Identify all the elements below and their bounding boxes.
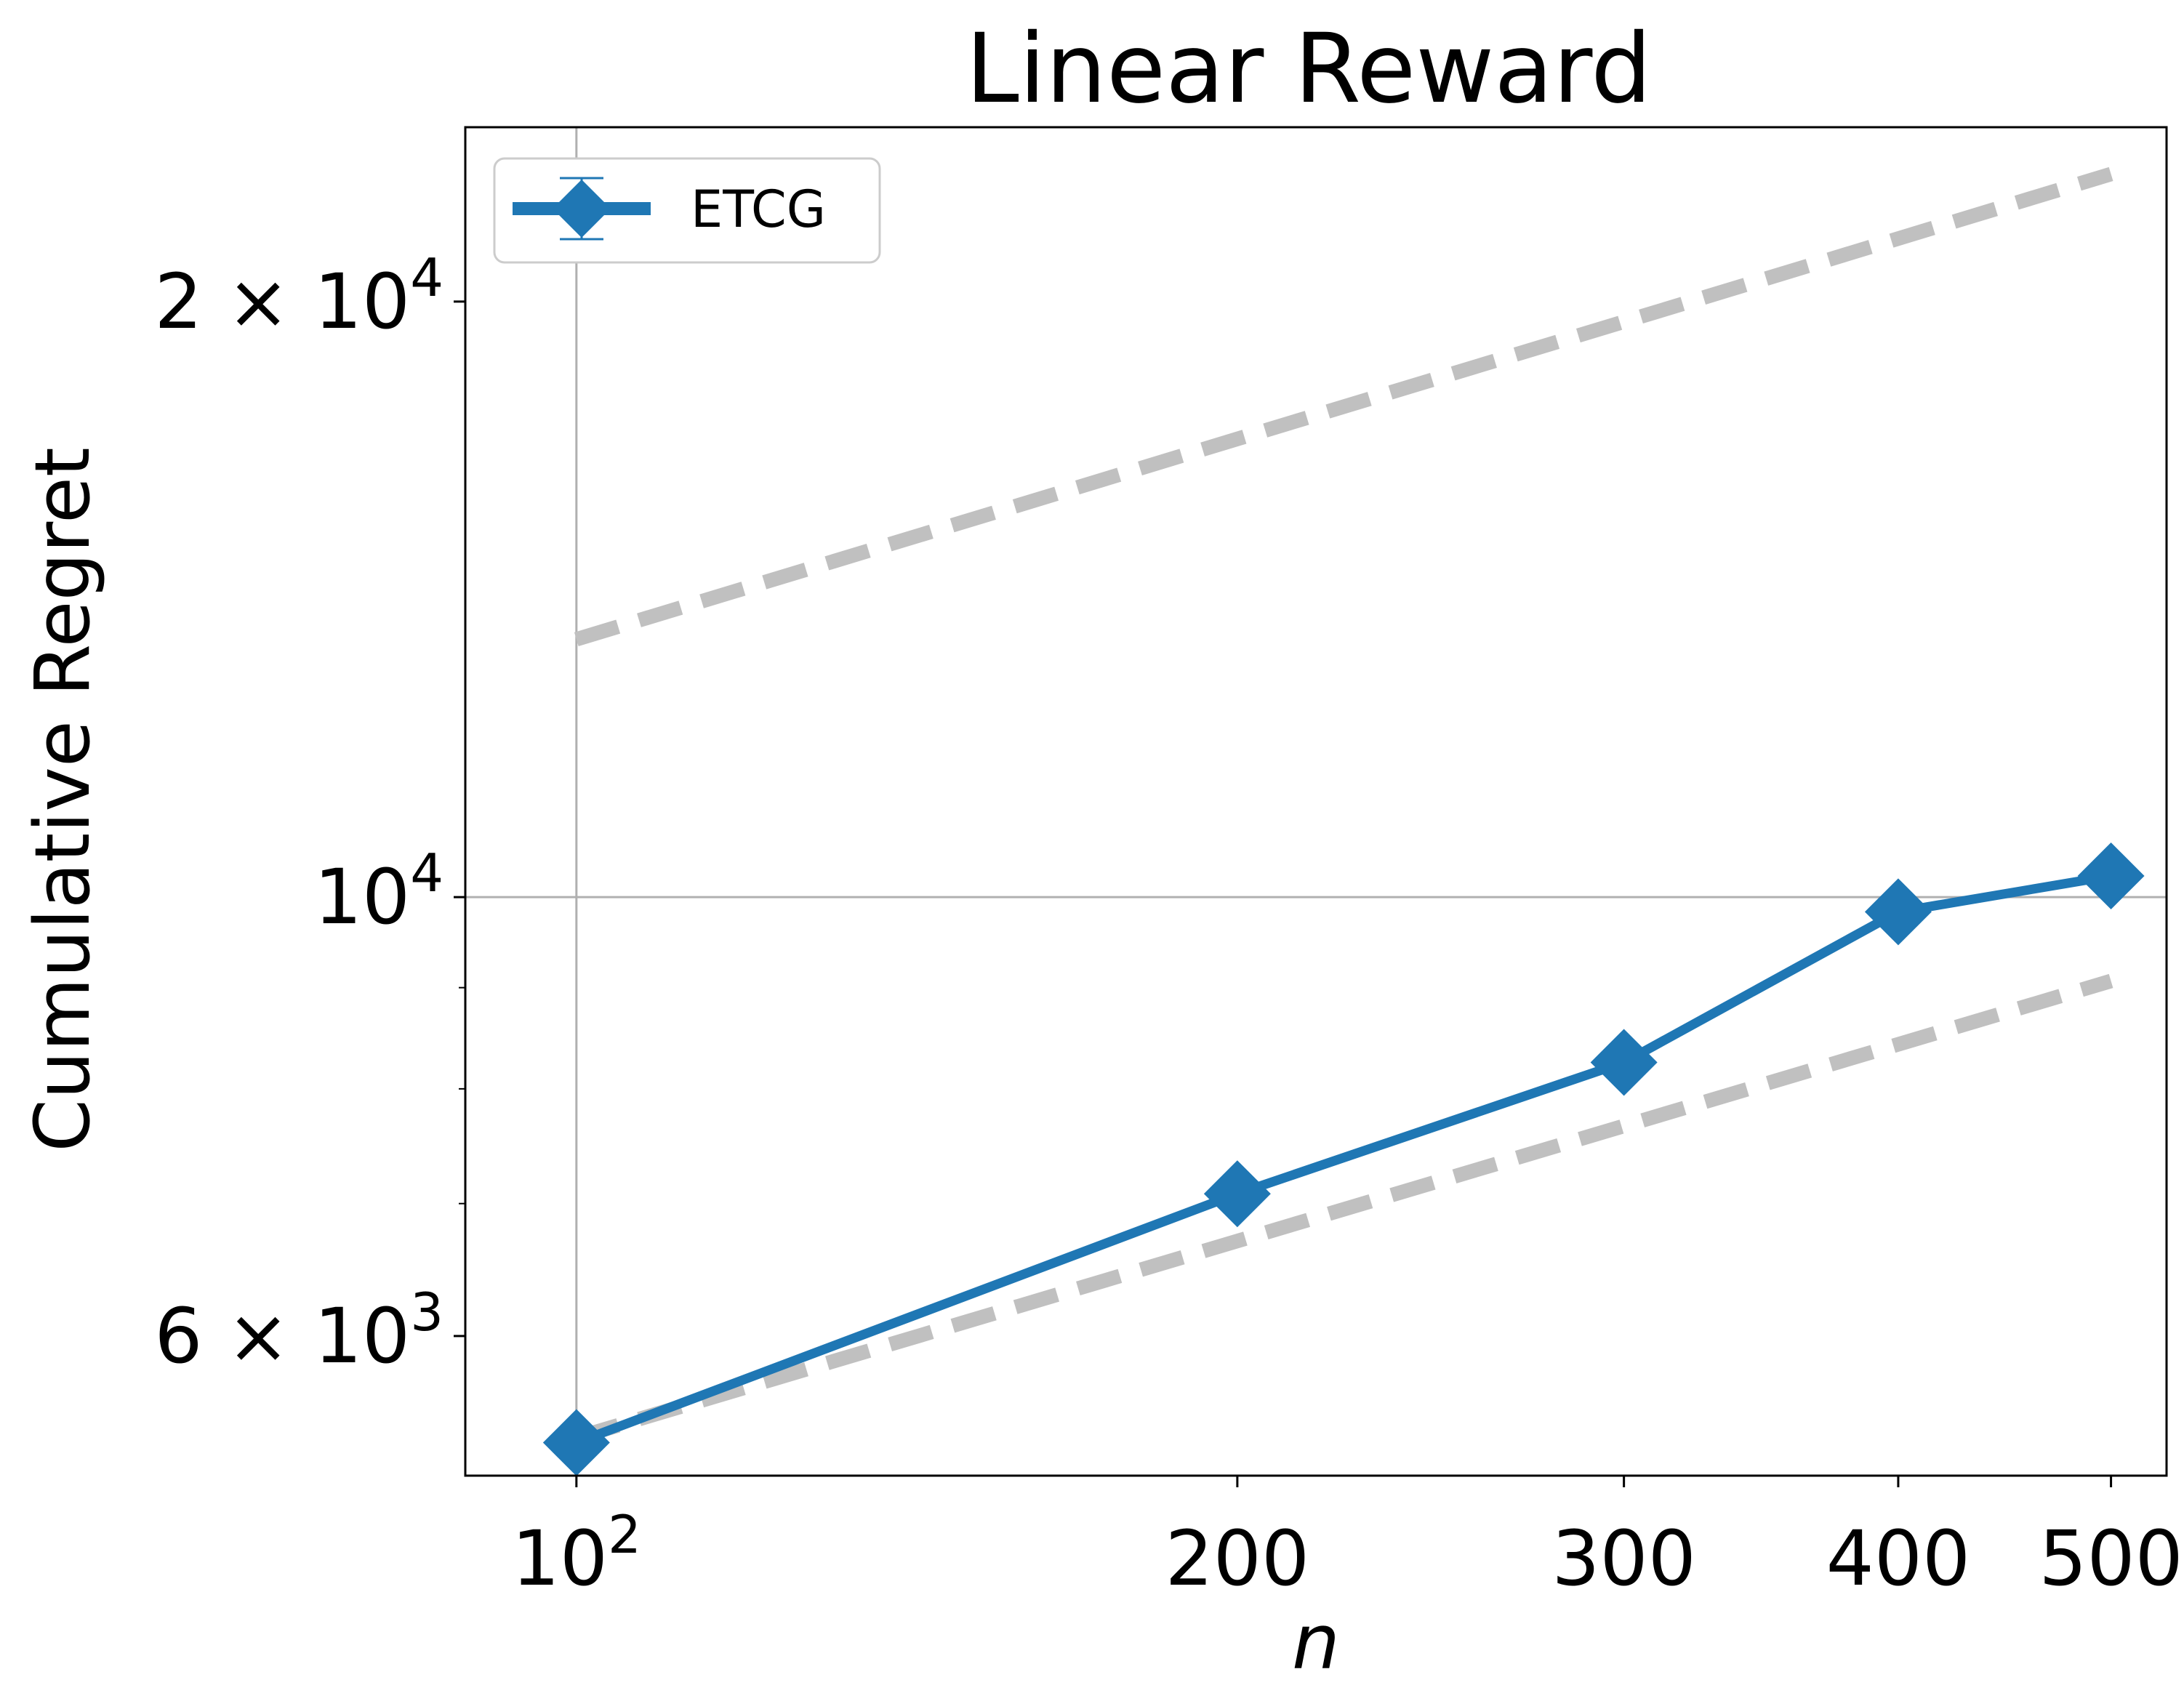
x-tick-label: 300 — [1551, 1514, 1696, 1603]
x-tick-label: 400 — [1826, 1514, 1971, 1603]
axis-ticks — [454, 300, 2113, 1487]
legend-marker — [553, 180, 611, 238]
legend-swatch-etcg — [513, 177, 651, 241]
reference-line — [574, 973, 2113, 1445]
x-tick-labels: 102 200 300 400 500 — [512, 1504, 2183, 1603]
y-axis-label: Cumulative Regret — [18, 447, 107, 1151]
grid-lines — [465, 127, 2167, 1476]
reference-lines — [574, 166, 2113, 1445]
y-tick-labels: 2 × 104 104 6 × 103 — [154, 247, 443, 1380]
x-tick-label: 200 — [1165, 1514, 1310, 1603]
x-tick-label: 102 — [512, 1504, 641, 1603]
legend: ETCG — [493, 157, 881, 264]
series-layer — [542, 842, 2145, 1476]
y-tick-label: 104 — [314, 843, 443, 941]
y-tick-label: 2 × 104 — [154, 247, 443, 346]
data-point-etcg — [1203, 1160, 1271, 1228]
data-point-etcg — [1590, 1029, 1658, 1096]
chart-title: Linear Reward — [965, 13, 1652, 125]
series-line-etcg — [574, 871, 2112, 1447]
reference-line — [574, 166, 2113, 646]
data-point-etcg — [542, 1409, 610, 1476]
plot-frame — [464, 126, 2168, 1477]
data-point-etcg — [1864, 878, 1932, 946]
legend-label-etcg: ETCG — [691, 180, 826, 239]
data-point-etcg — [2077, 842, 2145, 909]
legend-box — [493, 157, 881, 264]
x-tick-label: 500 — [2039, 1514, 2183, 1603]
x-axis-label: n — [1292, 1598, 1340, 1686]
y-tick-label: 6 × 103 — [154, 1282, 443, 1380]
